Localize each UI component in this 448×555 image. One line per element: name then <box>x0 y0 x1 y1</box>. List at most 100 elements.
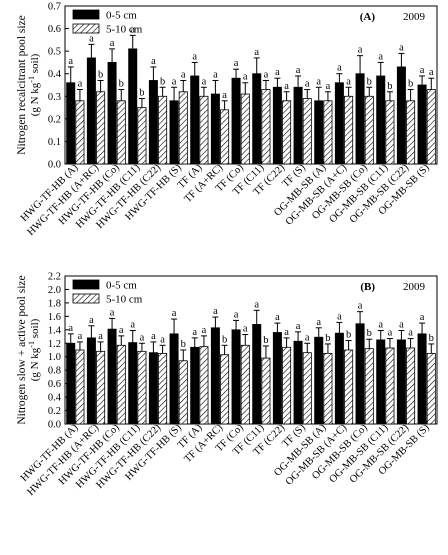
bar-0-5cm-16 <box>396 339 406 425</box>
bar-0-5cm-14 <box>355 323 365 425</box>
bar-0-5cm-10 <box>272 86 282 165</box>
bar-5-10cm-5 <box>178 91 188 165</box>
panel-year: 2009 <box>403 11 426 23</box>
significance-letter: a <box>151 331 156 342</box>
significance-letter: a <box>98 331 103 342</box>
bar-0-5cm-12 <box>314 100 324 165</box>
bar-5-10cm-11 <box>302 352 312 425</box>
y-tick-label: 0.5 <box>48 47 61 58</box>
bar-0-5cm-13 <box>334 332 344 425</box>
y-tick-label: 0.2 <box>48 114 61 125</box>
bar-0-5cm-7 <box>210 327 220 425</box>
bar-0-5cm-2 <box>107 328 117 425</box>
bar-5-10cm-10 <box>282 100 292 165</box>
bar-0-5cm-3 <box>128 48 138 165</box>
bar-5-10cm-2 <box>116 344 126 425</box>
significance-letter: a <box>284 327 289 338</box>
bar-5-10cm-6 <box>199 95 209 165</box>
significance-letter: b <box>367 328 372 339</box>
y-tick-label: 0.1 <box>48 137 61 148</box>
bar-0-5cm-17 <box>417 84 427 165</box>
significance-letter: a <box>420 65 425 76</box>
bar-5-10cm-15 <box>385 100 395 165</box>
bar-5-10cm-7 <box>220 109 230 165</box>
bar-5-10cm-6 <box>199 346 209 425</box>
bar-5-10cm-0 <box>75 100 85 165</box>
significance-letter: a <box>181 69 186 80</box>
y-tick-label: 1.4 <box>48 325 62 336</box>
bar-5-10cm-10 <box>282 346 292 425</box>
bar-5-10cm-16 <box>406 347 416 425</box>
significance-letter: a <box>213 306 218 317</box>
significance-letter: a <box>89 315 94 326</box>
significance-letter: a <box>275 67 280 78</box>
bar-5-10cm-8 <box>240 344 250 425</box>
bar-0-5cm-17 <box>417 333 427 425</box>
bar-0-5cm-0 <box>66 342 76 425</box>
bar-0-5cm-4 <box>148 80 158 165</box>
panel-a: 0.0 0.1 0.2 0.3 0.4 0.5 0.6 0.7 Nitrogen recalci… <box>16 2 438 238</box>
significance-letter: a <box>358 45 363 56</box>
y-axis-unit-label: (g N kg-1 soil) <box>27 318 41 381</box>
significance-letter: a <box>399 42 404 53</box>
bar-0-5cm-11 <box>293 86 303 165</box>
panel-b: 0.0 0.2 0.4 0.6 0.8 1.0 1.2 1.4 1.6 1.8 2.0 2.2 Nitr… <box>16 272 438 498</box>
significance-letter: a <box>388 328 393 339</box>
bar-5-10cm-2 <box>116 100 126 165</box>
bar-5-10cm-1 <box>96 350 106 425</box>
significance-letter: a <box>160 334 165 345</box>
significance-letter: a <box>89 33 94 44</box>
legend-swatch-1 <box>72 293 100 304</box>
significance-letter: a <box>202 76 207 87</box>
significance-letter: a <box>78 79 83 90</box>
bar-5-10cm-3 <box>137 107 147 165</box>
y-tick-label: 0.0 <box>48 420 61 431</box>
significance-letter: a <box>378 319 383 330</box>
panel-label: (B) <box>360 281 375 293</box>
legend-swatch-0 <box>72 9 100 20</box>
significance-letter: a <box>296 321 301 332</box>
y-tick-label: 1.2 <box>48 339 61 350</box>
bar-0-5cm-8 <box>231 77 241 165</box>
significance-letter: b <box>346 330 351 341</box>
bar-0-5cm-4 <box>148 352 158 425</box>
significance-letter: a <box>110 38 115 49</box>
plot-frame <box>64 5 438 165</box>
legend-swatch-0 <box>72 279 100 290</box>
panel-year: 2009 <box>403 281 426 293</box>
significance-letter: b <box>181 339 186 350</box>
bar-0-5cm-11 <box>293 340 303 425</box>
y-axis-unit-label: (g N kg-1 soil) <box>27 53 41 116</box>
bar-0-5cm-10 <box>272 332 282 425</box>
bar-0-5cm-9 <box>252 324 262 425</box>
significance-letter: a <box>172 76 177 87</box>
bar-0-5cm-6 <box>190 75 200 165</box>
significance-letter: a <box>234 58 239 69</box>
significance-letter: b <box>429 333 434 344</box>
legend-label: 0-5 cm <box>106 10 137 22</box>
significance-letter: a <box>316 317 321 328</box>
significance-letter: a <box>254 299 259 310</box>
significance-letter: a <box>305 332 310 343</box>
significance-letter: a <box>192 51 197 62</box>
significance-letter: a <box>78 331 83 342</box>
bar-0-5cm-1 <box>86 57 96 165</box>
significance-letter: b <box>367 76 372 87</box>
significance-letter: a <box>130 319 135 330</box>
bar-5-10cm-12 <box>323 100 333 165</box>
y-tick-label: 0.7 <box>48 2 61 13</box>
bar-0-5cm-5 <box>169 100 179 165</box>
y-tick-label: 1.8 <box>48 298 61 309</box>
significance-letter: a <box>337 311 342 322</box>
bar-5-10cm-5 <box>178 360 188 425</box>
y-tick-label: 0.4 <box>48 393 62 404</box>
bar-0-5cm-16 <box>396 66 406 165</box>
significance-letter: a <box>305 79 310 90</box>
bar-5-10cm-3 <box>137 350 147 425</box>
bar-0-5cm-15 <box>376 75 386 165</box>
y-tick-label: 0.0 <box>48 160 61 171</box>
plot-frame <box>64 275 438 425</box>
legend-label: 5-10 cm <box>106 24 143 36</box>
bar-0-5cm-12 <box>314 336 324 425</box>
